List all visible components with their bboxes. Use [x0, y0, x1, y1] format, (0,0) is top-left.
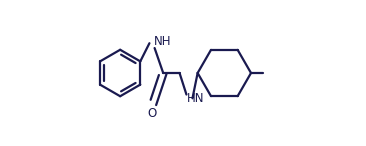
Text: NH: NH: [154, 35, 171, 48]
Text: HN: HN: [187, 92, 205, 105]
Text: O: O: [147, 107, 157, 120]
